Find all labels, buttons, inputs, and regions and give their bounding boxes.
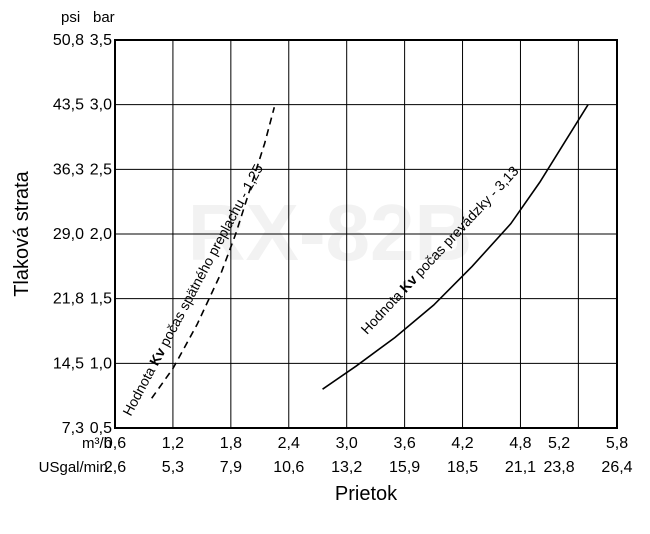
- y-header-psi: psi: [61, 9, 80, 26]
- x-tick-gal: 15,9: [389, 459, 420, 476]
- y-tick-psi: 7,3: [62, 420, 84, 437]
- x-tick-m3h: 4,2: [451, 435, 473, 452]
- x-tick-gal: 18,5: [447, 459, 478, 476]
- x-tick-m3h: 4,8: [509, 435, 531, 452]
- x-tick-gal: 7,9: [220, 459, 242, 476]
- x-tick-gal: 2,6: [104, 459, 126, 476]
- y-tick-bar: 1,5: [90, 291, 112, 308]
- pressure-loss-chart: RX-82Bpsibar7,30,514,51,021,81,529,02,03…: [0, 0, 650, 534]
- y-tick-psi: 29,0: [53, 226, 84, 243]
- y-tick-psi: 36,3: [53, 161, 84, 178]
- y-tick-bar: 2,5: [90, 161, 112, 178]
- x-tick-m3h: 1,2: [162, 435, 184, 452]
- x-tick-gal: 10,6: [273, 459, 304, 476]
- x-tick-gal: 5,3: [162, 459, 184, 476]
- y-tick-bar: 3,0: [90, 97, 112, 114]
- y-header-bar: bar: [93, 9, 115, 26]
- y-tick-psi: 21,8: [53, 291, 84, 308]
- y-tick-bar: 3,5: [90, 32, 112, 49]
- x-tick-gal: 23,8: [544, 459, 575, 476]
- x-tick-gal: 21,1: [505, 459, 536, 476]
- y-tick-psi: 50,8: [53, 32, 84, 49]
- x-tick-m3h: 3,0: [336, 435, 358, 452]
- x-tick-m3h: 2,4: [278, 435, 300, 452]
- x-tick-m3h: 0,6: [104, 435, 126, 452]
- x-axis-label: Prietok: [335, 483, 398, 505]
- y-tick-psi: 14,5: [53, 355, 84, 372]
- x-tick-m3h: 3,6: [393, 435, 415, 452]
- x-header-gal: USgal/min.: [39, 459, 112, 476]
- x-tick-gal: 26,4: [601, 459, 632, 476]
- y-axis-label: Tlaková strata: [11, 170, 33, 296]
- x-tick-m3h: 1,8: [220, 435, 242, 452]
- y-tick-bar: 1,0: [90, 355, 112, 372]
- y-tick-psi: 43,5: [53, 97, 84, 114]
- y-tick-bar: 2,0: [90, 226, 112, 243]
- x-tick-m3h: 5,8: [606, 435, 628, 452]
- x-tick-m3h: 5,2: [548, 435, 570, 452]
- x-tick-gal: 13,2: [331, 459, 362, 476]
